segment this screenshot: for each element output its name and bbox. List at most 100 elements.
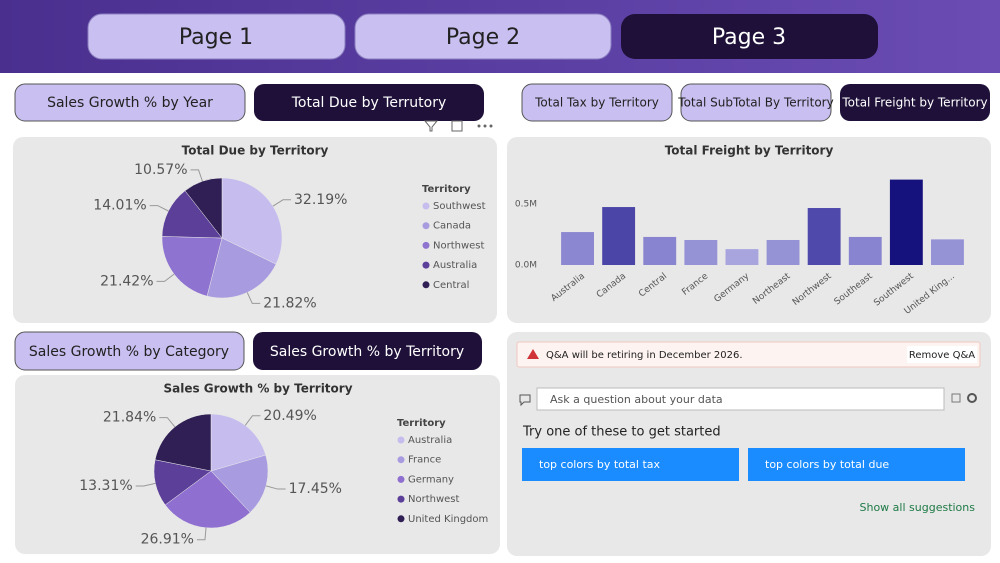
- page-tab-label[interactable]: Page 3: [712, 25, 786, 50]
- data-label: 21.42%: [100, 273, 153, 289]
- pie-slice: [154, 413, 212, 472]
- pie-slice: [206, 237, 277, 299]
- y-tick-label: 0.0M: [515, 261, 537, 271]
- data-label: 32.19%: [294, 192, 347, 208]
- leader-line: [196, 527, 207, 541]
- legend-marker: [422, 261, 430, 269]
- legend-label: Canada: [433, 221, 471, 232]
- data-label: 26.91%: [141, 532, 194, 548]
- legend-marker: [422, 222, 430, 230]
- data-label: 13.31%: [79, 478, 132, 494]
- bar: [766, 239, 800, 265]
- leader-line: [244, 415, 261, 426]
- suggestion-label[interactable]: top colors by total due: [765, 458, 889, 471]
- y-tick-label: 0.5M: [515, 200, 537, 210]
- prompt: Try one of these to get started: [522, 425, 721, 440]
- legend-marker: [397, 495, 405, 503]
- button-label[interactable]: Total Due by Terrutory: [291, 95, 447, 111]
- legend-label: Germany: [408, 474, 454, 485]
- bar: [807, 208, 841, 265]
- button[interactable]: [14, 331, 245, 371]
- leader-line: [272, 199, 292, 207]
- button-label[interactable]: Sales Growth % by Territory: [270, 344, 464, 360]
- button-label[interactable]: Sales Growth % by Category: [29, 344, 229, 360]
- leader-line: [135, 482, 156, 487]
- button[interactable]: [840, 84, 990, 121]
- button[interactable]: [14, 83, 246, 122]
- page-tab[interactable]: [621, 14, 878, 59]
- remove-button[interactable]: [907, 346, 977, 363]
- question-input[interactable]: [536, 387, 945, 411]
- button-label[interactable]: Total Tax by Territory: [534, 96, 659, 110]
- data-label: 20.49%: [263, 408, 316, 424]
- data-label: 21.84%: [103, 410, 156, 426]
- leader-line: [156, 273, 175, 282]
- bar: [561, 232, 594, 265]
- legend-label: France: [408, 455, 441, 466]
- settings-icon[interactable]: [967, 393, 977, 403]
- suggestion-button[interactable]: [748, 448, 965, 481]
- bar: [848, 236, 882, 265]
- chat-icon: [519, 394, 531, 407]
- legend-title: Territory: [422, 184, 471, 195]
- icon[interactable]: [951, 393, 961, 403]
- legend-title: Territory: [397, 418, 446, 429]
- data-label: 10.57%: [134, 162, 187, 178]
- remove-label[interactable]: Remove Q&A: [909, 350, 975, 361]
- page-tab[interactable]: [354, 13, 612, 60]
- button[interactable]: [680, 83, 832, 122]
- leader-line: [149, 205, 169, 212]
- input-placeholder[interactable]: Ask a question about your data: [550, 393, 723, 406]
- warning-icon: [527, 349, 539, 359]
- legend-marker: [422, 202, 430, 210]
- leader-line: [265, 485, 286, 490]
- data-label: 14.01%: [93, 198, 146, 214]
- suggestion-button[interactable]: [522, 448, 739, 481]
- leader-line: [246, 292, 261, 304]
- bar: [725, 249, 759, 265]
- legend-marker: [422, 281, 430, 289]
- leader-line: [190, 169, 203, 182]
- data-label: 21.82%: [263, 295, 316, 311]
- panel: [507, 137, 991, 323]
- legend-marker: [422, 241, 430, 249]
- button[interactable]: [253, 332, 482, 370]
- bar: [684, 239, 718, 265]
- page-tab-label[interactable]: Page 2: [446, 25, 520, 50]
- legend-label: United Kingdom: [408, 514, 488, 525]
- legend-label: Southwest: [433, 201, 486, 212]
- button-label[interactable]: Sales Growth % by Year: [47, 95, 213, 111]
- legend-label: Northwest: [433, 240, 485, 251]
- chart-title: Total Due by Territory: [182, 144, 329, 158]
- legend-marker: [397, 456, 405, 464]
- bar: [931, 239, 964, 265]
- pie-slice: [161, 190, 223, 239]
- legend-marker: [397, 515, 405, 523]
- button[interactable]: [254, 84, 484, 121]
- data-label: 17.45%: [289, 481, 342, 497]
- pie-slice: [161, 236, 223, 297]
- button-label[interactable]: Total Freight by Territory: [841, 96, 987, 110]
- legend-label: Northwest: [408, 494, 460, 505]
- chart-title: Sales Growth % by Territory: [163, 382, 352, 396]
- notice-text: Q&A will be retiring in December 2026.: [546, 350, 743, 361]
- button-label[interactable]: Total SubTotal By Territory: [677, 96, 833, 110]
- legend-label: Australia: [408, 435, 452, 446]
- pie-slice: [221, 177, 283, 265]
- page-tab-label[interactable]: Page 1: [179, 25, 253, 50]
- notice-bar: [516, 341, 981, 368]
- page-tab[interactable]: [87, 13, 346, 60]
- pie-slice: [184, 177, 223, 239]
- suggestion-label[interactable]: top colors by total tax: [539, 458, 661, 471]
- show-all-link[interactable]: Show all suggestions: [860, 501, 976, 514]
- legend-label: Central: [433, 280, 469, 291]
- bar: [643, 236, 677, 265]
- legend-marker: [397, 475, 405, 483]
- button[interactable]: [521, 83, 673, 122]
- bar: [889, 179, 923, 265]
- bar: [602, 207, 636, 265]
- visual-header-icons[interactable]: [423, 120, 493, 132]
- chart-title: Total Freight by Territory: [665, 144, 834, 158]
- legend-marker: [397, 436, 405, 444]
